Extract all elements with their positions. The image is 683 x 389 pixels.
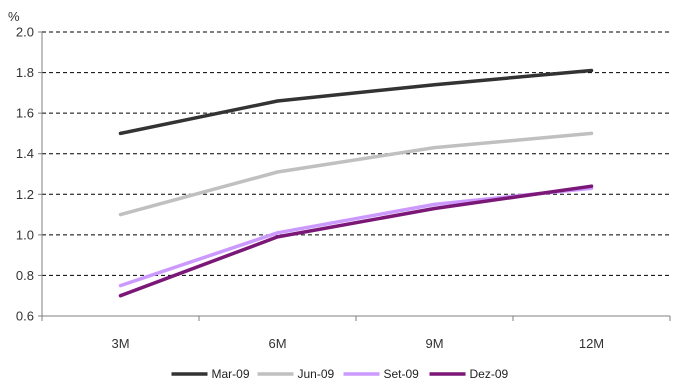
data-point	[276, 231, 279, 235]
y-tick-label: 1.0	[16, 227, 34, 242]
y-tick-label: 1.2	[16, 187, 34, 202]
data-point	[276, 170, 279, 174]
legend-label: Set-09	[384, 367, 420, 381]
data-point	[590, 69, 593, 73]
y-tick-label: 0.6	[16, 309, 34, 324]
legend: Mar-09 Jun-09 Set-09 Dez-09	[171, 367, 509, 381]
y-axis-unit-label: %	[8, 9, 20, 24]
legend-label: Dez-09	[470, 367, 509, 381]
x-tick-label: 6M	[268, 336, 286, 351]
x-tick-label: 9M	[425, 336, 443, 351]
data-point	[276, 235, 279, 239]
y-tick-label: 1.8	[16, 65, 34, 80]
data-point	[119, 213, 122, 217]
axes: 0.6 0.8 1.0 1.2 1.4 1.6 1.8 2.0 3M 6M 9M 12M	[16, 25, 671, 351]
series-lines	[118, 68, 594, 298]
x-tick-label: 3M	[111, 336, 129, 351]
data-point	[433, 202, 436, 206]
legend-label: Jun-09	[298, 367, 335, 381]
data-point	[119, 131, 122, 135]
data-point	[433, 206, 436, 210]
data-point	[276, 99, 279, 103]
y-tick-label: 1.6	[16, 106, 34, 121]
series-line-dez-09	[118, 184, 594, 298]
data-point	[590, 131, 593, 135]
series-line-mar-09	[118, 68, 594, 136]
y-tick-label: 2.0	[16, 25, 34, 40]
data-point	[590, 184, 593, 188]
series-line-jun-09	[118, 131, 594, 217]
data-point	[433, 146, 436, 150]
x-tick-label: 12M	[579, 336, 604, 351]
data-point	[119, 294, 122, 298]
y-tick-label: 0.8	[16, 268, 34, 283]
data-point	[119, 284, 122, 288]
y-tick-label: 1.4	[16, 146, 34, 161]
data-point	[433, 83, 436, 87]
legend-label: Mar-09	[212, 367, 250, 381]
gridlines	[42, 31, 670, 276]
